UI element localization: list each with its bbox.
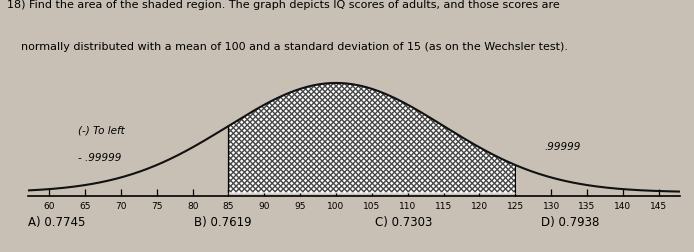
Text: C) 0.7303: C) 0.7303 bbox=[375, 215, 432, 228]
Text: 18) Find the area of the shaded region. The graph depicts IQ scores of adults, a: 18) Find the area of the shaded region. … bbox=[7, 0, 559, 10]
Text: D) 0.7938: D) 0.7938 bbox=[541, 215, 600, 228]
Text: A) 0.7745: A) 0.7745 bbox=[28, 215, 85, 228]
Text: - .99999: - .99999 bbox=[78, 152, 121, 163]
Text: .99999: .99999 bbox=[544, 141, 580, 151]
Text: B) 0.7619: B) 0.7619 bbox=[194, 215, 252, 228]
Text: (-) To left: (-) To left bbox=[78, 125, 125, 135]
Text: normally distributed with a mean of 100 and a standard deviation of 15 (as on th: normally distributed with a mean of 100 … bbox=[7, 42, 568, 52]
